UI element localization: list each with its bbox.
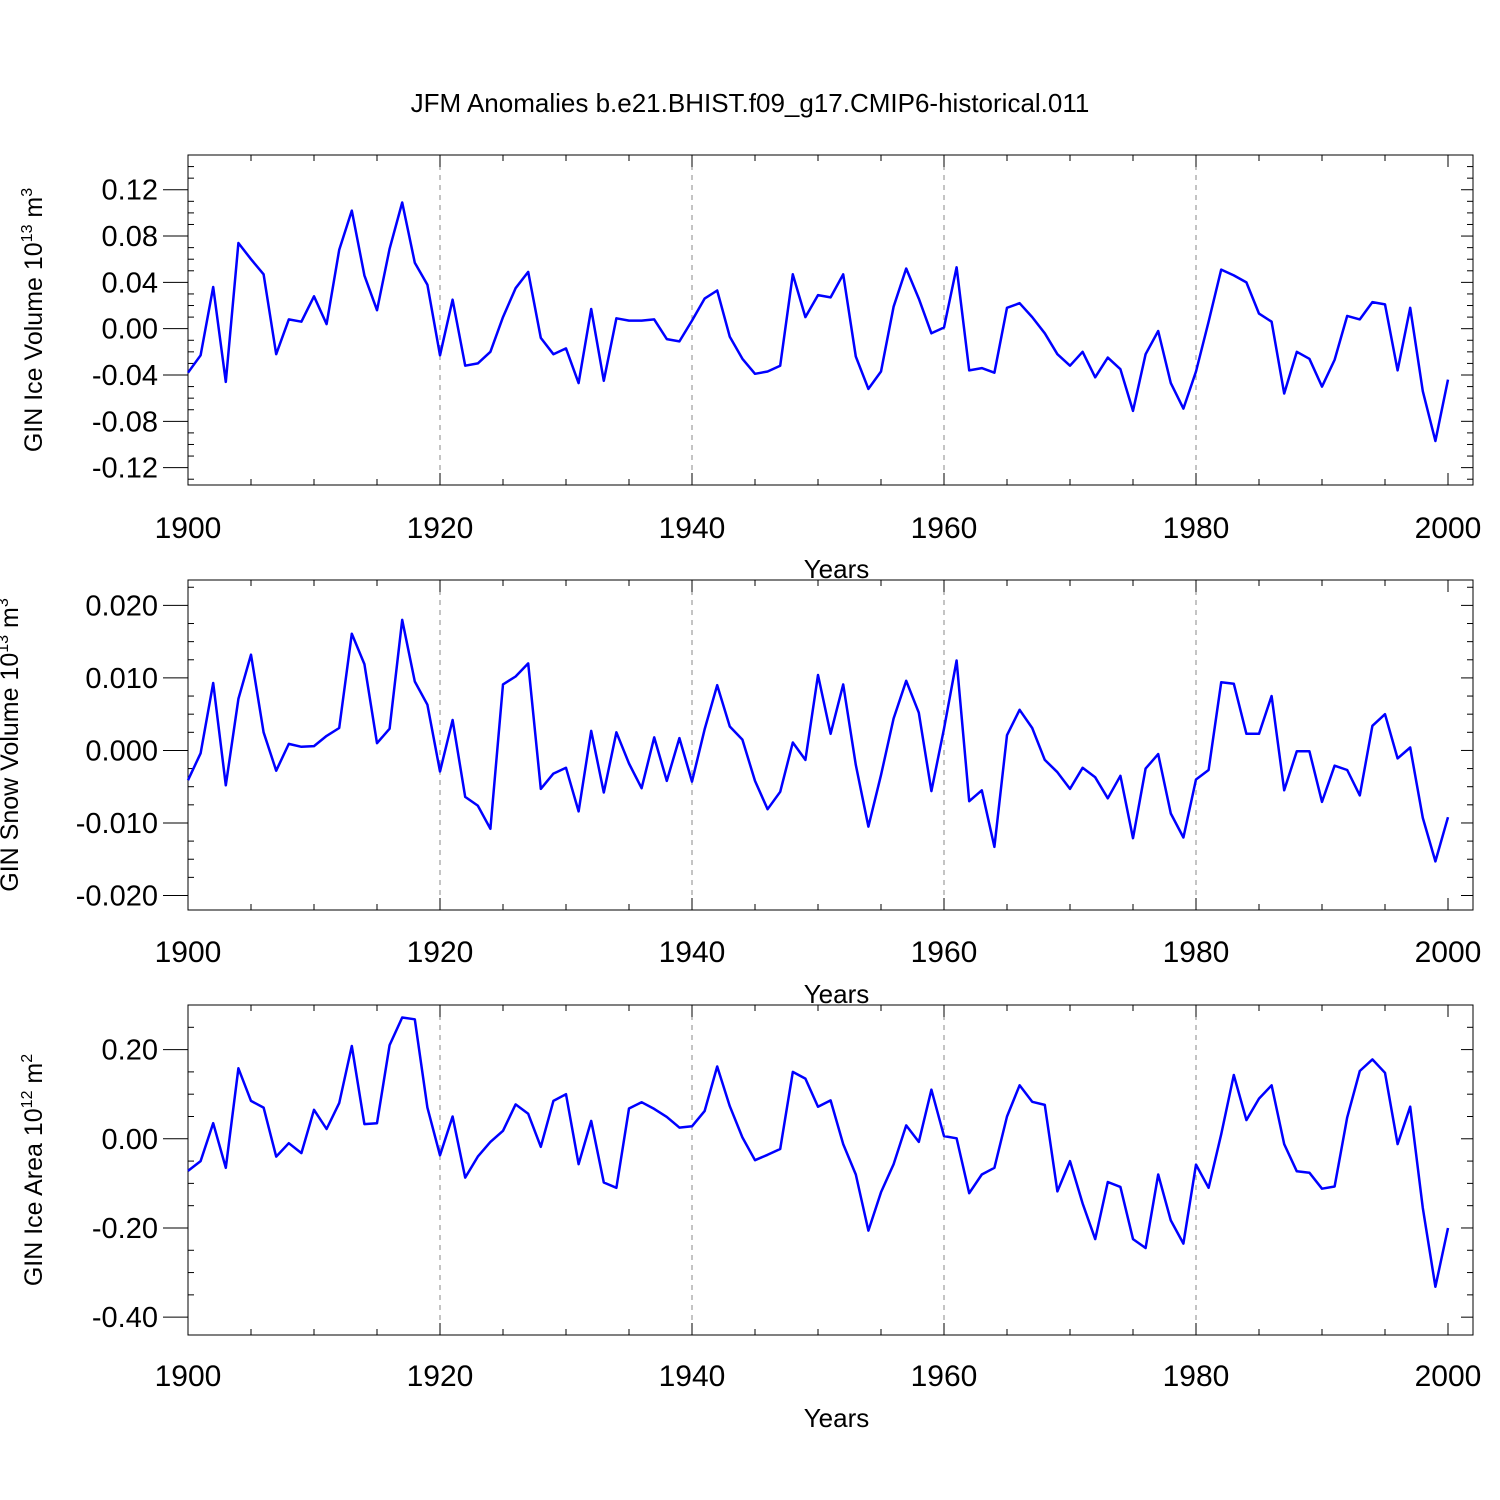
x-tick-label: 1940: [659, 1360, 726, 1393]
plot-frame: [187, 1004, 1474, 1336]
x-tick-label: 1940: [659, 936, 726, 969]
x-tick-label: 1960: [911, 1360, 978, 1393]
x-tick-label: 1980: [1163, 512, 1230, 545]
y-tick-label: -0.12: [92, 453, 158, 485]
y-tick-label: -0.010: [76, 808, 158, 840]
y-tick-label: 0.08: [102, 221, 158, 253]
figure-title: JFM Anomalies b.e21.BHIST.f09_g17.CMIP6-…: [410, 88, 1090, 118]
x-axis-label: Years: [804, 1403, 870, 1433]
x-tick-label: 1940: [659, 512, 726, 545]
x-tick-label: 2000: [1415, 512, 1482, 545]
panel-snow-volume: 1900 1920 1940 1960 1980 2000 -0.020 -0.010 0.00…: [0, 579, 1482, 1009]
y-tick-label: 0.20: [102, 1035, 158, 1067]
y-tick-label: -0.20: [92, 1213, 158, 1245]
x-tick-label: 1960: [911, 936, 978, 969]
y-tick-label: 0.12: [102, 175, 158, 207]
x-tick-label: 1900: [155, 512, 222, 545]
y-tick-label: 0.00: [102, 314, 158, 346]
x-tick-label: 1980: [1163, 936, 1230, 969]
y-axis-label: GIN Snow Volume 1013 m3: [0, 598, 24, 892]
x-axis-label: Years: [804, 979, 870, 1009]
series-line: [187, 1016, 1450, 1289]
y-tick-label: -0.020: [76, 880, 158, 912]
panel-ice-area: 1900 1920 1940 1960 1980 2000 -0.40 -0.20 0.00 0.…: [19, 1004, 1482, 1433]
y-tick-label: -0.40: [92, 1302, 158, 1334]
x-tick-label: 1960: [911, 512, 978, 545]
x-axis-label: Years: [804, 554, 870, 584]
y-tick-label: -0.04: [92, 360, 158, 392]
y-tick-label: -0.08: [92, 406, 158, 438]
x-tick-label: 1920: [407, 936, 474, 969]
x-tick-label: 1920: [407, 1360, 474, 1393]
y-axis-label: GIN Ice Volume 1013 m3: [19, 188, 48, 452]
series-line: [186, 201, 1450, 443]
panel-ice-volume: 1900 1920 1940 1960 1980 2000 -0.12 -0.08 -0.04 0…: [19, 154, 1482, 584]
x-tick-label: 1920: [407, 512, 474, 545]
series-line: [186, 618, 1450, 863]
y-tick-label: 0.020: [85, 590, 158, 622]
y-axis-label: GIN Ice Area 1012 m2: [19, 1054, 48, 1286]
x-tick-label: 2000: [1415, 1360, 1482, 1393]
plot-frame: [187, 154, 1474, 486]
x-tick-label: 1900: [155, 1360, 222, 1393]
y-tick-label: 0.000: [85, 735, 158, 767]
y-tick-label: 0.00: [102, 1124, 158, 1156]
y-tick-label: 0.04: [102, 267, 158, 299]
x-tick-label: 2000: [1415, 936, 1482, 969]
plot-frame: [187, 579, 1474, 911]
x-tick-label: 1980: [1163, 1360, 1230, 1393]
y-tick-label: 0.010: [85, 663, 158, 695]
x-tick-label: 1900: [155, 936, 222, 969]
